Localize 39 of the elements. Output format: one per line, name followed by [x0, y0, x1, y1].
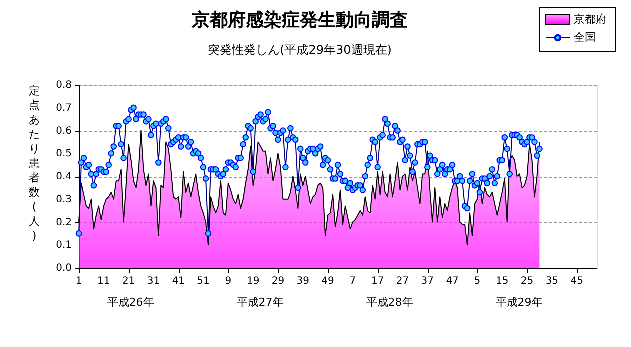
text: 平成27年	[236, 296, 284, 309]
x-tick-label: 39	[296, 276, 310, 287]
chart-subtitle: 突発性発しん(平成29年30週現在)	[208, 43, 392, 57]
x-tick-label: 15	[496, 276, 509, 287]
text: 平成29年	[496, 296, 543, 309]
y-tick-label: 0.4	[56, 172, 72, 182]
y-tick-label: 0.7	[56, 102, 72, 114]
text: 平成28年	[366, 296, 414, 309]
y-tick-label: 0.3	[56, 194, 72, 206]
x-tick-label: 49	[322, 276, 334, 287]
x-tick-label: 11	[98, 276, 110, 287]
text: 平成26年	[107, 296, 154, 309]
text: 定点あたり患者数(人)	[29, 84, 40, 242]
x-tick-label: 51	[197, 276, 210, 287]
x-tick-label: 21	[122, 276, 136, 287]
x-tick-label: 31	[147, 276, 160, 287]
x-tick-label: 27	[396, 276, 410, 287]
x-tick-label: 19	[246, 276, 260, 287]
x-tick-label: 41	[172, 276, 185, 287]
x-tick-label: 45	[570, 276, 584, 287]
y-tick-label: 0.0	[56, 263, 72, 274]
y-tick-label: 0.5	[56, 148, 72, 160]
x-tick-label: 37	[421, 276, 434, 287]
x-tick-label: 29	[272, 276, 285, 287]
legend-label: 京都府	[574, 13, 607, 26]
x-tick-label: 17	[371, 276, 384, 287]
y-tick-label: 0.6	[56, 126, 72, 137]
x-tick-label: 5	[474, 276, 481, 287]
x-tick-label: 9	[225, 276, 232, 287]
legend-label: 全国	[574, 31, 596, 44]
x-tick-label: 25	[520, 276, 534, 287]
y-tick-label: 0.8	[56, 80, 72, 91]
chart-title: 京都府感染症発生動向調査	[191, 10, 408, 31]
x-tick-label: 35	[546, 276, 559, 287]
y-tick-label: 0.2	[56, 217, 72, 228]
y-tick-label: 0.1	[56, 240, 72, 252]
x-tick-label: 1	[76, 276, 82, 287]
x-tick-label: 47	[446, 276, 459, 287]
x-tick-label: 7	[350, 276, 356, 287]
